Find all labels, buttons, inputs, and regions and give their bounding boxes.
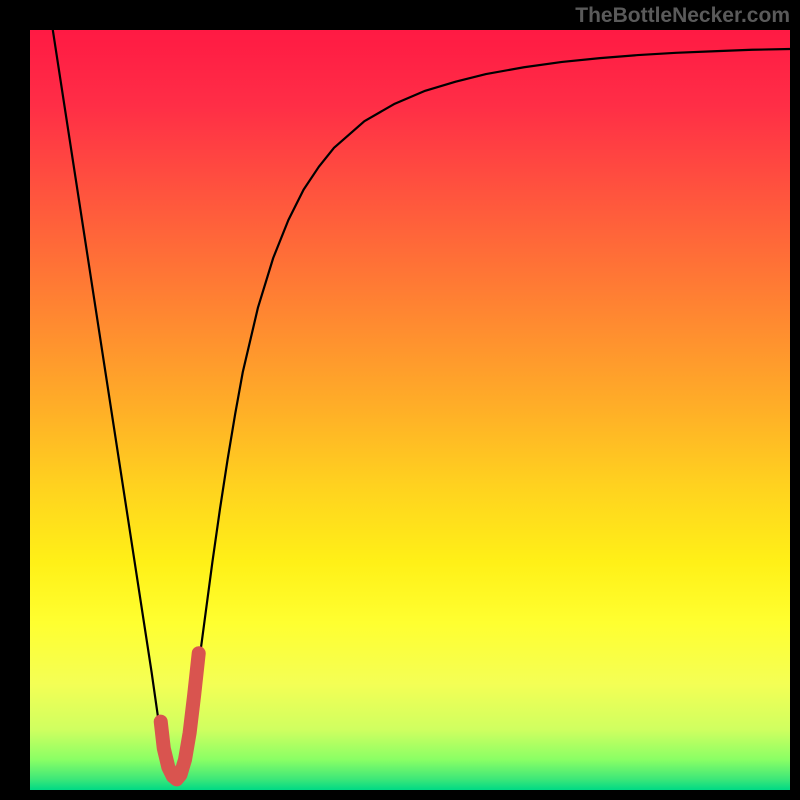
watermark-text: TheBottleNecker.com (575, 4, 790, 28)
plot-area (30, 30, 790, 790)
chart-container: TheBottleNecker.com (0, 0, 800, 800)
plot-svg (30, 30, 790, 790)
gradient-background (30, 30, 790, 790)
